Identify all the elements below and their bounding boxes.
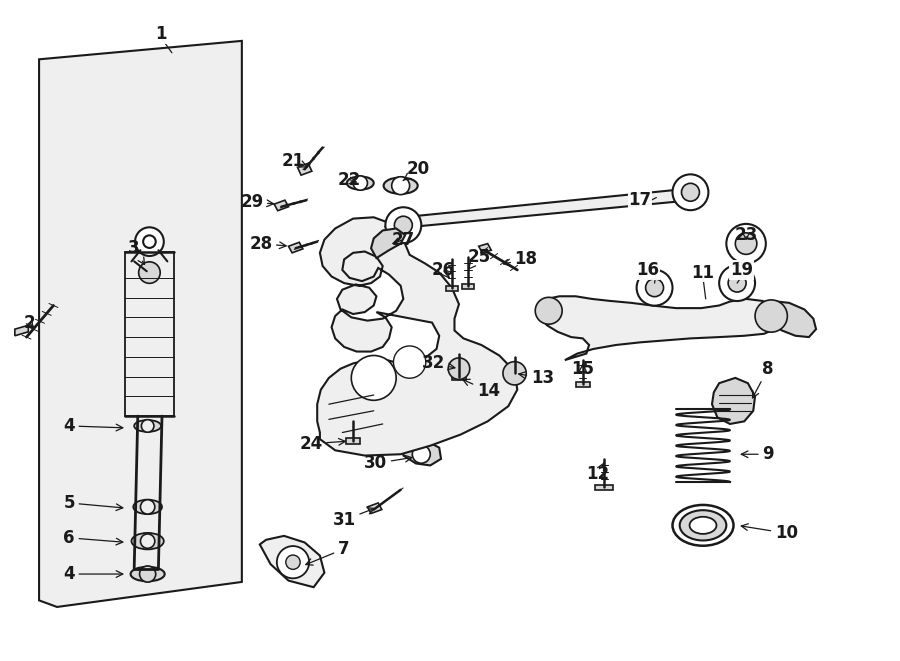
Polygon shape <box>596 485 613 490</box>
Polygon shape <box>712 378 755 424</box>
Polygon shape <box>289 243 303 253</box>
Polygon shape <box>576 382 590 387</box>
Circle shape <box>143 235 156 248</box>
Text: 13: 13 <box>518 369 554 387</box>
Ellipse shape <box>133 500 162 514</box>
Text: 24: 24 <box>300 435 346 453</box>
Polygon shape <box>446 286 458 291</box>
Circle shape <box>735 233 757 254</box>
Circle shape <box>448 358 470 379</box>
Circle shape <box>141 420 154 432</box>
Circle shape <box>140 566 156 582</box>
Circle shape <box>353 176 367 190</box>
Text: 29: 29 <box>240 193 274 211</box>
Polygon shape <box>403 441 441 465</box>
Circle shape <box>412 446 430 463</box>
Polygon shape <box>274 200 289 211</box>
Text: 21: 21 <box>282 151 308 170</box>
Ellipse shape <box>680 510 726 541</box>
Circle shape <box>140 534 155 549</box>
Circle shape <box>636 270 672 305</box>
Polygon shape <box>540 296 782 360</box>
Ellipse shape <box>672 505 733 546</box>
Polygon shape <box>479 244 491 253</box>
Text: 22: 22 <box>338 171 361 190</box>
Polygon shape <box>452 375 466 380</box>
Circle shape <box>277 546 309 578</box>
Polygon shape <box>346 438 360 444</box>
Text: 10: 10 <box>742 524 797 542</box>
Polygon shape <box>14 325 28 336</box>
Circle shape <box>351 356 396 401</box>
Text: 20: 20 <box>403 160 430 180</box>
Text: 6: 6 <box>64 529 122 547</box>
Circle shape <box>728 274 746 292</box>
Polygon shape <box>385 189 697 233</box>
Ellipse shape <box>134 420 161 432</box>
Polygon shape <box>371 229 405 258</box>
Text: 18: 18 <box>503 251 537 268</box>
Text: 11: 11 <box>691 264 715 282</box>
Circle shape <box>536 297 562 324</box>
Text: 28: 28 <box>249 235 286 253</box>
Circle shape <box>385 208 421 243</box>
Text: 4: 4 <box>63 565 122 583</box>
Polygon shape <box>39 41 242 607</box>
Polygon shape <box>298 163 311 175</box>
Ellipse shape <box>383 177 418 194</box>
Polygon shape <box>317 217 518 455</box>
Circle shape <box>645 279 663 297</box>
Text: 2: 2 <box>23 313 35 332</box>
Text: 30: 30 <box>364 455 412 473</box>
Circle shape <box>681 183 699 201</box>
Circle shape <box>140 500 155 514</box>
Polygon shape <box>367 503 382 514</box>
Circle shape <box>139 262 160 284</box>
Circle shape <box>286 555 301 569</box>
Circle shape <box>394 216 412 234</box>
Polygon shape <box>125 252 174 416</box>
Circle shape <box>719 265 755 301</box>
Text: 16: 16 <box>636 261 659 279</box>
Text: 1: 1 <box>156 25 166 44</box>
Text: 7: 7 <box>306 540 349 565</box>
Circle shape <box>393 346 426 378</box>
Text: 15: 15 <box>572 360 594 377</box>
Text: 3: 3 <box>129 239 145 264</box>
Text: 31: 31 <box>333 508 374 529</box>
Text: 5: 5 <box>64 494 122 512</box>
Ellipse shape <box>131 533 164 549</box>
Text: 8: 8 <box>752 360 774 398</box>
Circle shape <box>503 362 526 385</box>
Circle shape <box>135 227 164 256</box>
Circle shape <box>392 176 410 194</box>
Text: 25: 25 <box>467 248 491 270</box>
Polygon shape <box>260 536 324 587</box>
Polygon shape <box>762 301 816 337</box>
Ellipse shape <box>689 517 716 534</box>
Text: 27: 27 <box>392 231 415 249</box>
Text: 12: 12 <box>587 462 609 483</box>
Circle shape <box>672 175 708 210</box>
Text: 4: 4 <box>63 417 122 435</box>
Circle shape <box>726 224 766 263</box>
Text: 14: 14 <box>463 379 500 400</box>
Polygon shape <box>462 284 474 289</box>
Text: 23: 23 <box>734 226 758 244</box>
Text: 32: 32 <box>422 354 454 372</box>
Ellipse shape <box>346 176 374 190</box>
Text: 17: 17 <box>628 191 652 209</box>
Circle shape <box>755 300 788 332</box>
Ellipse shape <box>130 566 165 581</box>
Text: 9: 9 <box>742 446 774 463</box>
Text: 26: 26 <box>431 261 454 279</box>
Text: 19: 19 <box>730 261 753 279</box>
